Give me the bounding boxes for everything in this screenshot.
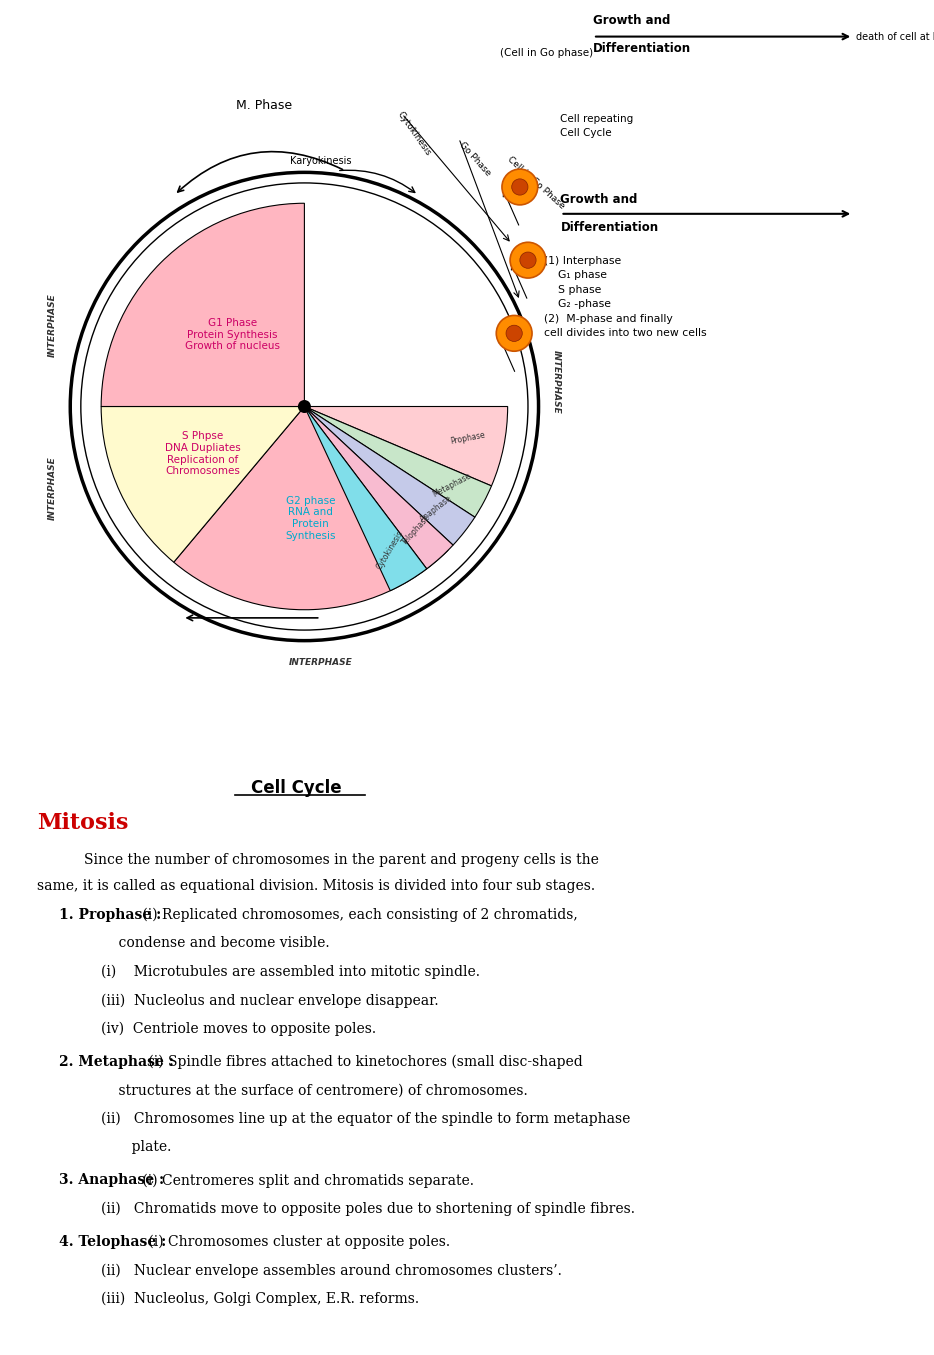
Text: Cytokinesis: Cytokinesis [375, 528, 405, 570]
Wedge shape [101, 406, 304, 562]
Text: plate.: plate. [101, 1141, 172, 1154]
Text: Since the number of chromosomes in the parent and progeny cells is the: Since the number of chromosomes in the p… [84, 852, 599, 867]
Text: (i)    Microtubules are assembled into mitotic spindle.: (i) Microtubules are assembled into mito… [101, 965, 480, 980]
Circle shape [520, 252, 536, 268]
Text: Metaphase: Metaphase [431, 470, 473, 499]
Text: (i) Replicated chromosomes, each consisting of 2 chromatids,: (i) Replicated chromosomes, each consist… [138, 908, 578, 923]
Circle shape [81, 183, 528, 630]
Text: Prophase: Prophase [450, 431, 487, 446]
Text: Cell in Go Phase: Cell in Go Phase [506, 154, 566, 211]
Text: Growth and: Growth and [560, 192, 638, 206]
Wedge shape [304, 406, 491, 518]
Text: Karyokinesis: Karyokinesis [290, 156, 351, 165]
Text: condense and become visible.: condense and become visible. [101, 936, 330, 950]
Text: 3. Anaphase :: 3. Anaphase : [59, 1173, 163, 1187]
Text: M. Phase: M. Phase [235, 99, 291, 112]
Text: Cytokinesis: Cytokinesis [396, 110, 432, 159]
Text: (i) Spindle fibres attached to kinetochores (small disc-shaped: (i) Spindle fibres attached to kinetocho… [144, 1054, 583, 1069]
Text: Mitosis: Mitosis [37, 812, 129, 833]
Text: 4. Telophase :: 4. Telophase : [59, 1234, 166, 1249]
Text: (ii)   Chromosomes line up at the equator of the spindle to form metaphase: (ii) Chromosomes line up at the equator … [101, 1112, 630, 1126]
Text: Telophase: Telophase [400, 514, 432, 547]
Text: (ii)   Nuclear envelope assembles around chromosomes clusters’.: (ii) Nuclear envelope assembles around c… [101, 1263, 562, 1278]
Text: Anaphase: Anaphase [418, 493, 454, 524]
Circle shape [506, 325, 522, 341]
Text: Growth and: Growth and [593, 14, 671, 27]
Text: G1 Phase
Protein Synthesis
Growth of nucleus: G1 Phase Protein Synthesis Growth of nuc… [185, 318, 280, 351]
Text: 2. Metaphase :: 2. Metaphase : [59, 1054, 174, 1069]
Wedge shape [174, 406, 448, 610]
Text: INTERPHASE: INTERPHASE [48, 455, 57, 520]
Text: (i) Chromosomes cluster at opposite poles.: (i) Chromosomes cluster at opposite pole… [144, 1234, 450, 1249]
Text: Cell Cycle: Cell Cycle [251, 779, 342, 797]
Text: death of cell at last: death of cell at last [856, 31, 934, 42]
Text: Differentiation: Differentiation [593, 42, 691, 56]
Text: Go Phase: Go Phase [458, 140, 492, 178]
Text: S Phpse
DNA Dupliates
Replication of
Chromosomes: S Phpse DNA Dupliates Replication of Chr… [165, 431, 241, 476]
Text: (ii)   Chromatids move to opposite poles due to shortening of spindle fibres.: (ii) Chromatids move to opposite poles d… [101, 1202, 635, 1217]
Circle shape [510, 243, 545, 278]
Circle shape [70, 172, 539, 641]
Text: 1. Prophase :: 1. Prophase : [59, 908, 161, 921]
Circle shape [512, 179, 528, 195]
Wedge shape [304, 406, 453, 569]
Circle shape [502, 169, 538, 205]
Text: Differentiation: Differentiation [560, 221, 658, 234]
Text: INTERPHASE: INTERPHASE [289, 659, 352, 667]
Circle shape [298, 400, 311, 413]
Wedge shape [304, 406, 508, 486]
Text: Cell repeating
Cell Cycle: Cell repeating Cell Cycle [560, 114, 634, 138]
Text: INTERPHASE: INTERPHASE [48, 293, 57, 358]
Text: (1) Interphase
    G₁ phase
    S phase
    G₂ -phase
(2)  M-phase and finally
c: (1) Interphase G₁ phase S phase G₂ -phas… [545, 256, 707, 339]
Text: same, it is called as equational division. Mitosis is divided into four sub stag: same, it is called as equational divisio… [37, 878, 596, 893]
Circle shape [496, 316, 532, 351]
Text: (iii)  Nucleolus and nuclear envelope disappear.: (iii) Nucleolus and nuclear envelope dis… [101, 993, 439, 1008]
Text: (iii)  Nucleolus, Golgi Complex, E.R. reforms.: (iii) Nucleolus, Golgi Complex, E.R. ref… [101, 1291, 419, 1306]
Text: (i) Centromeres split and chromatids separate.: (i) Centromeres split and chromatids sep… [138, 1173, 474, 1188]
Wedge shape [304, 406, 427, 591]
Text: (Cell in Go phase): (Cell in Go phase) [500, 47, 593, 58]
Text: INTERPHASE: INTERPHASE [552, 350, 561, 415]
Text: structures at the surface of centromere) of chromosomes.: structures at the surface of centromere)… [101, 1084, 528, 1098]
Text: (iv)  Centriole moves to opposite poles.: (iv) Centriole moves to opposite poles. [101, 1022, 376, 1037]
Text: G2 phase
RNA and
Protein
Synthesis: G2 phase RNA and Protein Synthesis [285, 496, 335, 541]
Wedge shape [304, 406, 474, 545]
Wedge shape [101, 203, 304, 406]
